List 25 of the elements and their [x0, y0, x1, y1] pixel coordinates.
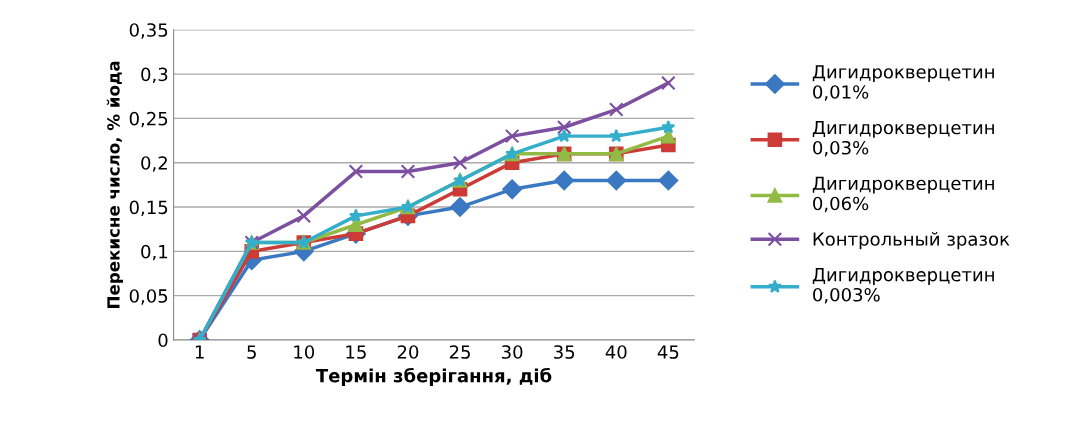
x-tick-label: 25 — [449, 345, 470, 359]
x-tick-label: 45 — [657, 345, 679, 359]
y-tick-label: 0 — [158, 333, 168, 348]
legend-label: Дигидрокверцетин 0,01% — [812, 65, 994, 101]
x-tick-label: 35 — [554, 345, 575, 359]
y-axis-title: Перекисне число, % йода — [106, 61, 123, 308]
y-tick-label: 0,3 — [141, 67, 168, 84]
legend-label: Контрольный зразок — [813, 231, 1010, 250]
x-tick-label: 40 — [605, 345, 627, 359]
x-tick-label: 15 — [346, 345, 366, 359]
y-tick-label: 0,2 — [141, 156, 167, 172]
y-tick-label: 0,1 — [141, 244, 168, 261]
y-tick-label: 0,25 — [129, 111, 168, 128]
x-tick-label: 5 — [247, 345, 256, 359]
y-tick-label: 0,05 — [129, 289, 168, 305]
x-axis-title: Термін зберігання, діб — [315, 367, 552, 386]
x-tick-label: 10 — [294, 345, 315, 359]
y-tick-label: 0,35 — [129, 23, 168, 39]
x-tick-label: 20 — [397, 345, 419, 359]
x-tick-label: 30 — [502, 345, 523, 359]
legend-label: Дигидрокверцетин 0,003% — [812, 267, 994, 304]
y-tick-label: 0,15 — [129, 200, 168, 216]
legend-label: Дигидрокверцетин 0,06% — [812, 176, 994, 213]
legend-label: Дигидрокверцетин 0,03% — [812, 120, 994, 157]
x-tick-label: 1 — [195, 345, 204, 359]
